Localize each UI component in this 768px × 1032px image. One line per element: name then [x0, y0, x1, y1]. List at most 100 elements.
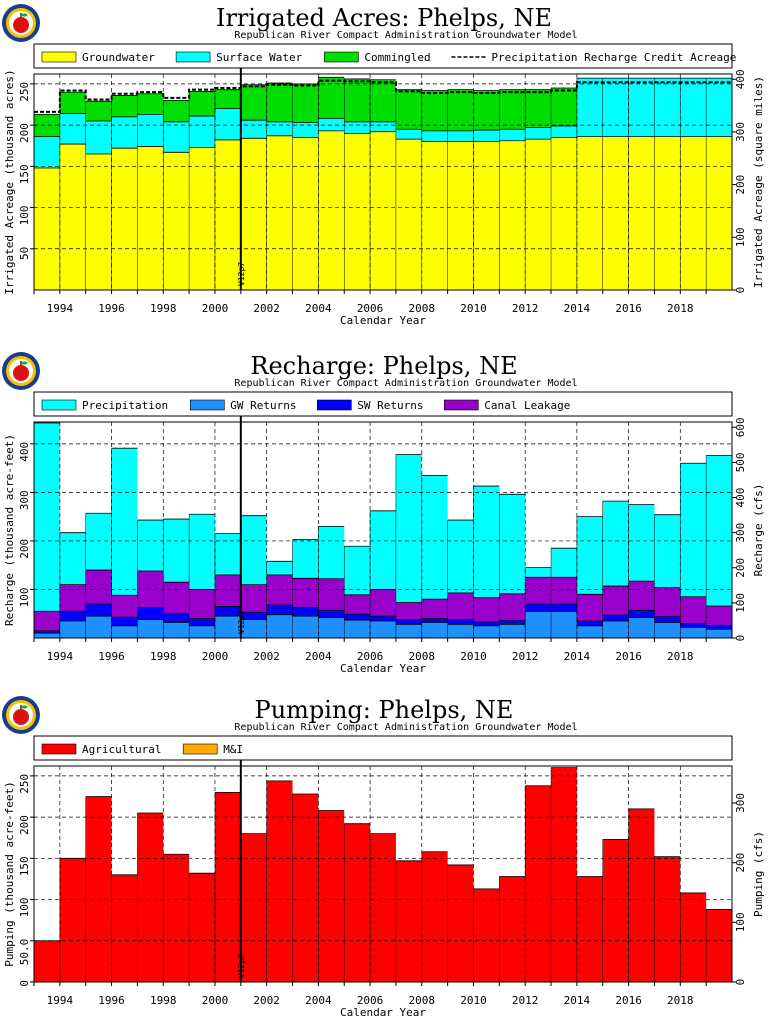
bar-commingled	[344, 78, 371, 122]
legend-box	[33, 43, 733, 69]
y-tick-label: 200	[18, 123, 31, 143]
legend-swatch	[324, 51, 359, 63]
bar-agricultural	[576, 876, 603, 982]
x-tick-label: 2000	[202, 302, 229, 315]
y-tick-label: 250	[18, 774, 31, 794]
bar-sw-returns	[34, 630, 60, 634]
bar-agricultural	[680, 892, 707, 982]
bar-commingled	[499, 89, 526, 130]
bar-surface-water	[499, 129, 526, 141]
bar-sw-returns	[551, 604, 577, 612]
bar-canal-leakage	[292, 578, 319, 608]
bar-gw-returns	[34, 633, 60, 638]
bar-groundwater	[628, 136, 655, 290]
bar-agricultural	[85, 796, 112, 982]
chart-subtitle: Republican River Compact Administration …	[234, 30, 577, 41]
bar-sw-returns	[240, 612, 267, 620]
x-tick-label: 2000	[202, 650, 229, 663]
x-tick-label: 2012	[512, 650, 539, 663]
bar-gw-returns	[395, 624, 422, 638]
logo-apple-leaf	[21, 361, 28, 365]
legend-swatch	[443, 399, 479, 411]
bar-precipitation	[318, 526, 345, 579]
bar-agricultural	[447, 864, 474, 982]
gridlines	[34, 422, 732, 638]
bar-groundwater	[602, 136, 629, 290]
bar-canal-leakage	[395, 602, 422, 620]
bar-groundwater	[499, 140, 526, 290]
y-axis-title: Irrigated Acreage (thousand acres)	[3, 69, 16, 294]
bar-surface-water	[240, 120, 267, 139]
bar-commingled	[214, 89, 241, 109]
bar-gw-returns	[163, 622, 190, 638]
bar-precipitation	[602, 501, 629, 587]
bar-canal-leakage	[318, 578, 345, 611]
bar-agricultural	[137, 812, 164, 982]
bar-groundwater	[240, 138, 267, 290]
bar-precipitation	[344, 546, 371, 595]
x-axis-title: Calendar Year	[340, 1006, 426, 1019]
y2-tick-label: 100	[734, 593, 747, 613]
bar-commingled	[240, 84, 267, 121]
bar-canal-leakage	[214, 574, 241, 607]
bar-commingled	[395, 89, 422, 130]
legend-swatch	[175, 51, 211, 63]
bar-commingled	[447, 89, 474, 131]
bar-gw-returns	[85, 616, 112, 638]
logo-apple	[13, 709, 29, 725]
bar-groundwater	[59, 144, 86, 290]
bar-gw-returns	[680, 627, 707, 638]
bar-agricultural	[628, 808, 655, 982]
bar-gw-returns	[706, 629, 732, 638]
legend-swatch	[316, 399, 352, 411]
bar-agricultural	[525, 785, 552, 982]
chart-title: Pumping: Phelps, NE	[255, 696, 514, 724]
model-version-label: V12p7	[237, 262, 246, 286]
bar-gw-returns	[344, 620, 371, 638]
bar-canal-leakage	[680, 596, 707, 624]
bar-surface-water	[628, 78, 655, 137]
legend-label: Precipitation	[82, 399, 168, 412]
data-bars	[33, 422, 732, 638]
legend: Precipitation GW Returns SW Returns Canal L…	[33, 391, 733, 417]
plot-frame	[33, 421, 733, 639]
x-tick-label: 2016	[615, 994, 642, 1007]
y2-tick-label: 200	[734, 853, 747, 873]
legend-swatch	[41, 399, 77, 411]
x-tick-label: 1994	[47, 302, 74, 315]
x-tick-label: 2014	[564, 302, 591, 315]
x-tick-label: 1994	[47, 994, 74, 1007]
bar-surface-water	[551, 125, 577, 138]
bar-canal-leakage	[163, 582, 190, 614]
bar-agricultural	[473, 888, 500, 982]
x-tick-label: 2004	[305, 302, 332, 315]
bar-groundwater	[706, 136, 732, 290]
x-tick-label: 2016	[615, 302, 642, 315]
bar-agricultural	[214, 792, 241, 982]
bar-precipitation	[525, 567, 552, 578]
bar-sw-returns	[421, 618, 448, 623]
y-axis-right: 0 100 200 300 400	[732, 69, 747, 293]
bar-sw-returns	[447, 619, 474, 625]
bar-gw-returns	[602, 621, 629, 638]
y2-tick-label: 400	[734, 69, 747, 89]
x-tick-label: 2018	[667, 302, 694, 315]
x-tick-label: 2002	[253, 994, 280, 1007]
apple-logo-icon	[2, 4, 40, 42]
y2-tick-label: 300	[734, 523, 747, 543]
bar-sw-returns	[111, 617, 138, 626]
bar-agricultural	[59, 858, 86, 982]
bar-sw-returns	[525, 604, 552, 612]
bar-surface-water	[395, 129, 422, 140]
x-axis-title: Calendar Year	[340, 314, 426, 327]
bar-precipitation	[240, 515, 267, 585]
legend-box	[33, 391, 733, 417]
bar-sw-returns	[706, 625, 732, 630]
bar-canal-leakage	[59, 584, 86, 612]
bar-groundwater	[111, 148, 138, 290]
bar-surface-water	[344, 121, 371, 134]
bar-commingled	[318, 77, 345, 119]
bar-gw-returns	[551, 611, 577, 638]
x-tick-label: 2010	[460, 994, 487, 1007]
bar-sw-returns	[292, 607, 319, 617]
